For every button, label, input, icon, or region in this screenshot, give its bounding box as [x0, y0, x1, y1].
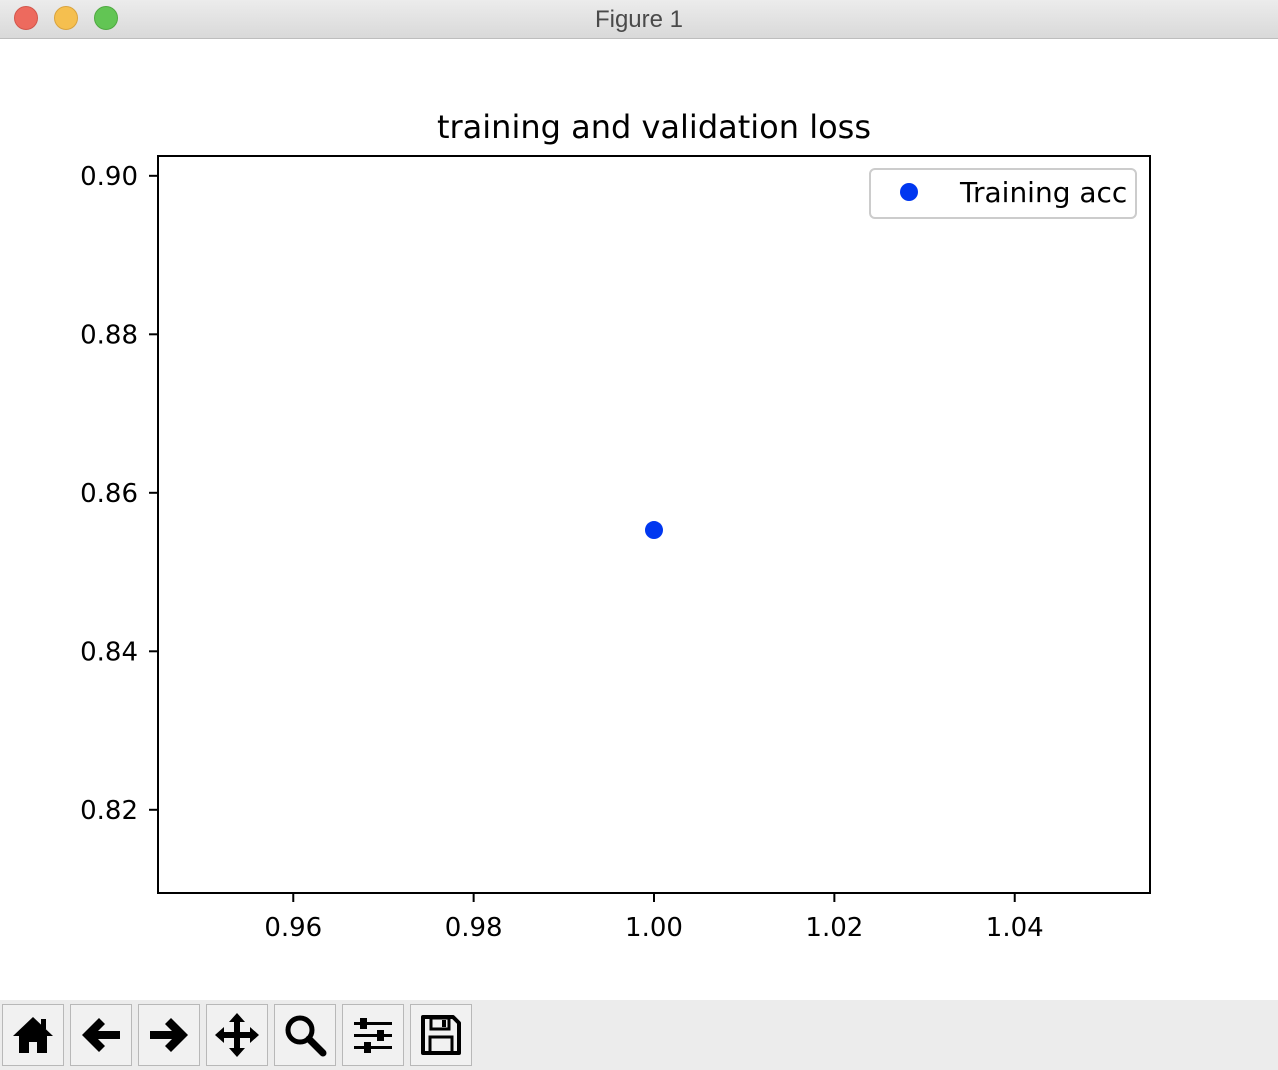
- data-points: [645, 521, 663, 540]
- legend-label: Training acc: [959, 176, 1127, 209]
- pan-button[interactable]: [206, 1004, 268, 1066]
- navigation-toolbar: [0, 1000, 1278, 1070]
- zoom-button[interactable]: [274, 1004, 336, 1066]
- x-axis-ticks: 0.96 0.98 1.00 1.02 1.04: [264, 893, 1044, 943]
- data-point: [645, 521, 663, 540]
- configure-subplots-button[interactable]: [342, 1004, 404, 1066]
- arrow-right-icon: [150, 1018, 188, 1052]
- scatter-chart: training and validation loss 0.820.840.8…: [80, 108, 1151, 943]
- minimize-window-button[interactable]: [54, 6, 78, 30]
- forward-button[interactable]: [138, 1004, 200, 1066]
- floppy-disk-icon: [421, 1015, 461, 1055]
- home-button[interactable]: [2, 1004, 64, 1066]
- arrow-left-icon: [82, 1018, 120, 1052]
- y-tick-label: 0.82: [80, 796, 138, 826]
- x-tick-label: 1.04: [986, 913, 1044, 943]
- x-tick-label: 1.02: [805, 913, 863, 943]
- y-tick-label: 0.88: [80, 320, 138, 350]
- x-tick-label: 0.98: [445, 913, 503, 943]
- legend-box: [869, 168, 1137, 219]
- save-button[interactable]: [410, 1004, 472, 1066]
- home-icon: [13, 1017, 53, 1053]
- chart-title: training and validation loss: [437, 108, 871, 146]
- y-tick-label: 0.90: [80, 162, 138, 192]
- back-button[interactable]: [70, 1004, 132, 1066]
- y-axis-ticks: 0.82 0.84 0.86 0.88 0.90: [80, 162, 158, 826]
- move-icon: [215, 1013, 259, 1057]
- figure-canvas: training and validation loss 0.82 0.84 0.8…: [0, 40, 1278, 1000]
- x-tick-label: 0.96: [264, 913, 322, 943]
- legend-marker: [900, 183, 918, 201]
- search-icon: [285, 1015, 327, 1057]
- y-tick-label: 0.84: [80, 637, 138, 667]
- sliders-icon: [354, 1018, 392, 1053]
- window-title: Figure 1: [594, 6, 684, 33]
- close-window-button[interactable]: [14, 6, 38, 30]
- y-tick-label: 0.86: [80, 479, 138, 509]
- legend: Training acc: [869, 168, 1137, 219]
- window-titlebar: Figure 1: [0, 0, 1278, 39]
- x-tick-label: 1.00: [625, 913, 683, 943]
- maximize-window-button[interactable]: [94, 6, 118, 30]
